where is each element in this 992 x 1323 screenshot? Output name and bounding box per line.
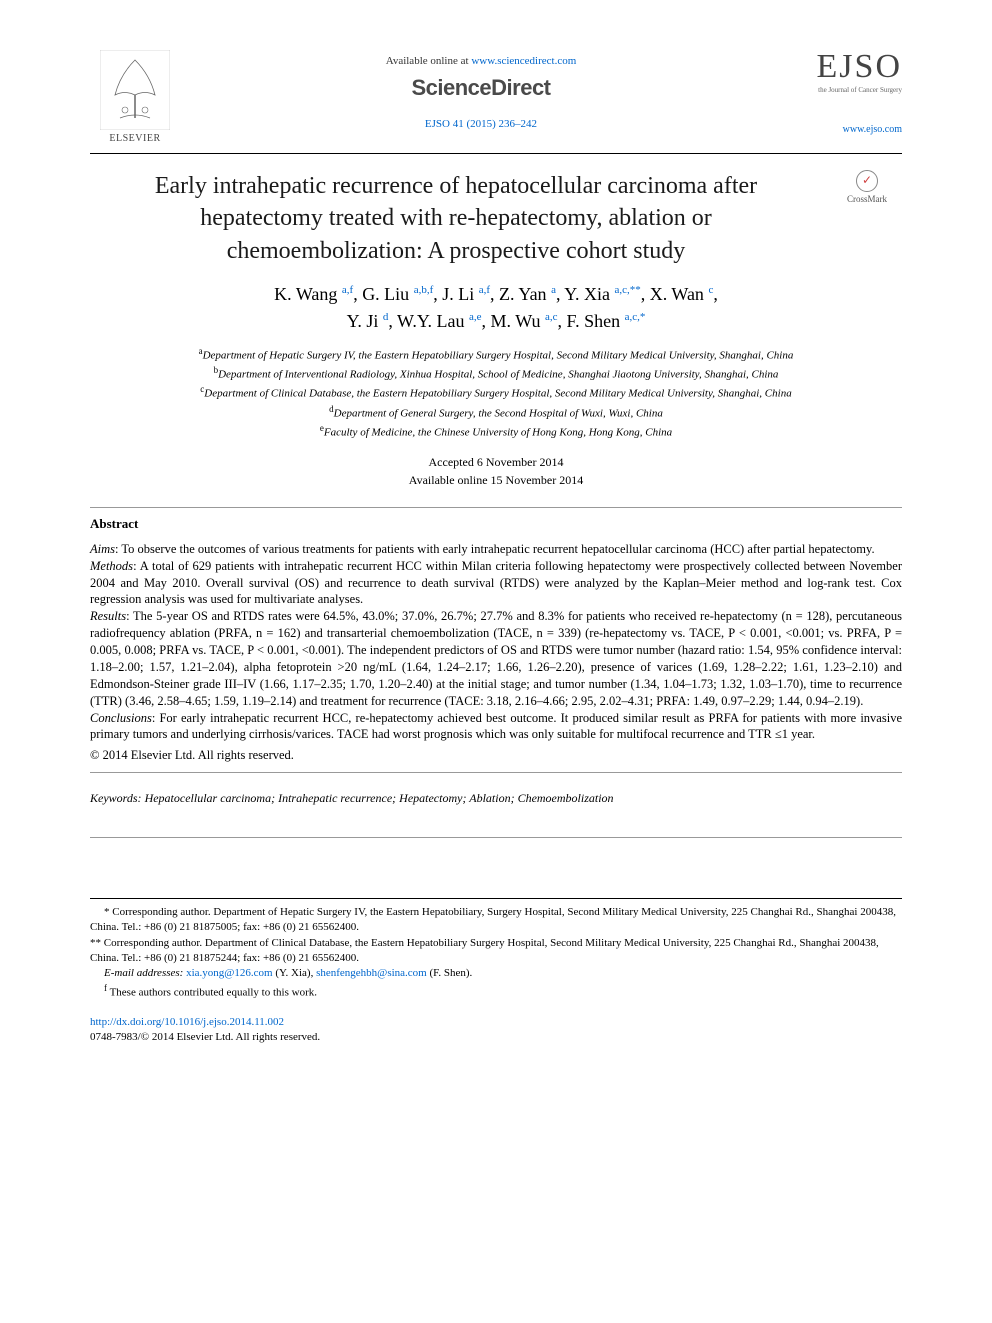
crossmark-badge[interactable]: ✓ CrossMark	[832, 170, 902, 206]
ejso-logo: EJSO	[782, 50, 902, 84]
elsevier-tree-icon	[100, 50, 170, 130]
abstract-results: Results: The 5-year OS and RTDS rates we…	[90, 608, 902, 709]
email-link-2[interactable]: shenfengehbh@sina.com	[316, 967, 427, 979]
abstract-methods: Methods: A total of 629 patients with in…	[90, 558, 902, 609]
keywords-label: Keywords:	[90, 791, 142, 805]
citation-text[interactable]: EJSO 41 (2015) 236–242	[180, 117, 782, 131]
ejso-subtitle: the Journal of Cancer Surgery	[782, 86, 902, 95]
issn-copyright: 0748-7983/© 2014 Elsevier Ltd. All right…	[90, 1031, 320, 1043]
journal-url[interactable]: www.ejso.com	[843, 124, 902, 135]
crossmark-label: CrossMark	[847, 194, 887, 204]
corresponding-author-2: ** Corresponding author. Department of C…	[90, 936, 902, 967]
abstract-top-rule	[90, 507, 902, 508]
affiliations: aDepartment of Hepatic Surgery IV, the E…	[90, 345, 902, 441]
email-link-1[interactable]: xia.yong@126.com	[186, 967, 273, 979]
abstract-aims: Aims: To observe the outcomes of various…	[90, 541, 902, 558]
abstract-conclusions: Conclusions: For early intrahepatic recu…	[90, 710, 902, 744]
center-header: Available online at www.sciencedirect.co…	[180, 50, 782, 131]
abstract-copyright: © 2014 Elsevier Ltd. All rights reserved…	[90, 747, 902, 764]
keywords: Keywords: Hepatocellular carcinoma; Intr…	[90, 791, 902, 807]
doi-link[interactable]: http://dx.doi.org/10.1016/j.ejso.2014.11…	[90, 1016, 284, 1028]
email-name-2: (F. Shen).	[427, 967, 473, 979]
available-online-text: Available online at www.sciencedirect.co…	[180, 54, 782, 68]
available-prefix: Available online at	[386, 55, 472, 67]
elsevier-label: ELSEVIER	[90, 132, 180, 145]
accepted-date: Accepted 6 November 2014	[90, 453, 902, 471]
journal-logo-block: EJSO the Journal of Cancer Surgery www.e…	[782, 50, 902, 136]
doi-block: http://dx.doi.org/10.1016/j.ejso.2014.11…	[90, 1015, 902, 1046]
abstract-body: Aims: To observe the outcomes of various…	[90, 541, 902, 764]
sciencedirect-url[interactable]: www.sciencedirect.com	[471, 55, 576, 67]
email-name-1: (Y. Xia),	[273, 967, 316, 979]
email-label: E-mail addresses:	[104, 967, 183, 979]
header-rule	[90, 153, 902, 154]
keywords-rule	[90, 837, 902, 838]
page-header: ELSEVIER Available online at www.science…	[90, 50, 902, 145]
abstract-heading: Abstract	[90, 516, 902, 533]
email-addresses: E-mail addresses: xia.yong@126.com (Y. X…	[90, 966, 902, 981]
authors-line1: K. Wang a,f, G. Liu a,b,f, J. Li a,f, Z.…	[90, 281, 902, 308]
elsevier-logo-block: ELSEVIER	[90, 50, 180, 145]
affiliation-b: bDepartment of Interventional Radiology,…	[90, 364, 902, 383]
online-date: Available online 15 November 2014	[90, 471, 902, 489]
affiliation-d: dDepartment of General Surgery, the Seco…	[90, 403, 902, 422]
footnotes: * Corresponding author. Department of He…	[90, 898, 902, 1001]
affiliation-a: aDepartment of Hepatic Surgery IV, the E…	[90, 345, 902, 364]
keywords-text: Hepatocellular carcinoma; Intrahepatic r…	[142, 791, 614, 805]
authors-line2: Y. Ji d, W.Y. Lau a,e, M. Wu a,c, F. She…	[90, 308, 902, 335]
equal-contribution: f These authors contributed equally to t…	[90, 982, 902, 1001]
sciencedirect-logo: ScienceDirect	[180, 74, 782, 103]
article-dates: Accepted 6 November 2014 Available onlin…	[90, 453, 902, 489]
corresponding-author-1: * Corresponding author. Department of He…	[90, 905, 902, 936]
affiliation-c: cDepartment of Clinical Database, the Ea…	[90, 383, 902, 402]
article-title: Early intrahepatic recurrence of hepatoc…	[90, 170, 822, 267]
crossmark-icon: ✓	[856, 170, 878, 192]
affiliation-e: eFaculty of Medicine, the Chinese Univer…	[90, 422, 902, 441]
title-row: Early intrahepatic recurrence of hepatoc…	[90, 170, 902, 267]
authors-list: K. Wang a,f, G. Liu a,b,f, J. Li a,f, Z.…	[90, 281, 902, 335]
abstract-bottom-rule	[90, 772, 902, 773]
